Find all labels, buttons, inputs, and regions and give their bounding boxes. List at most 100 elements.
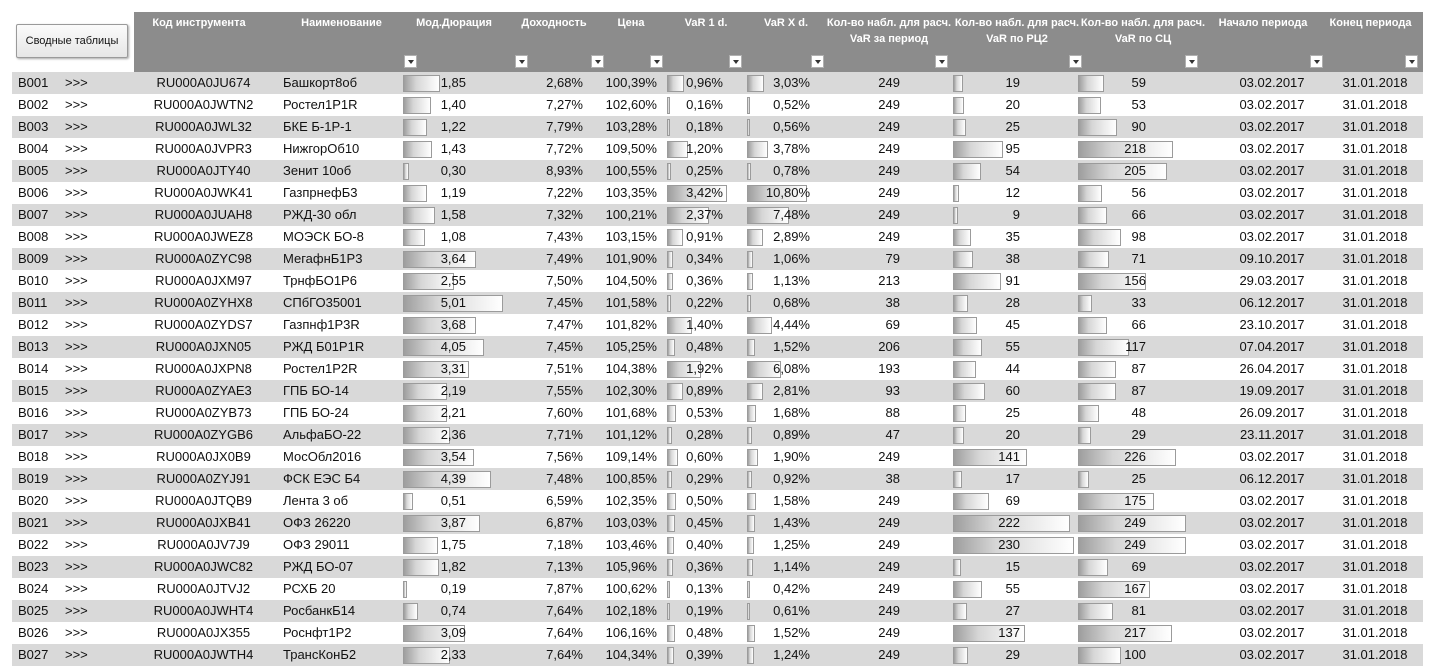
filter-dropdown-icon[interactable] <box>591 55 604 68</box>
instrument-id: B023 <box>18 559 49 574</box>
header-yield: Доходность <box>504 12 604 72</box>
table-row: B023 >>> RU000A0JWC82 РЖД БО-07 1,82 7,13% 105… <box>12 556 1423 578</box>
open-link[interactable]: >>> <box>65 383 88 398</box>
instrument-code: RU000A0JXB41 <box>156 515 251 530</box>
header-name-label: Наименование <box>301 17 382 29</box>
obs-sc-bar <box>1078 383 1116 400</box>
period-start-value: 03.02.2017 <box>1239 515 1305 530</box>
var-1d-bar <box>667 405 676 422</box>
filter-dropdown-icon[interactable] <box>1185 55 1198 68</box>
instrument-name: ГПБ БО-14 <box>283 383 349 398</box>
instrument-name: РЖД Б01Р1R <box>283 339 365 354</box>
filter-dropdown-icon[interactable] <box>650 55 663 68</box>
var-xd-bar <box>747 493 756 510</box>
open-link[interactable]: >>> <box>65 559 88 574</box>
obs-rc2-value: 95 <box>1005 141 1020 156</box>
obs-sc-bar <box>1078 625 1172 642</box>
var-xd-value: 0,89% <box>773 427 810 442</box>
instrument-code: RU000A0ZYHX8 <box>154 295 253 310</box>
var-1d-bar <box>667 537 674 554</box>
obs-sc-bar <box>1078 339 1129 356</box>
obs-period-value: 38 <box>885 471 900 486</box>
obs-rc2-bar <box>953 141 1003 158</box>
obs-sc-value: 218 <box>1124 141 1146 156</box>
filter-dropdown-icon[interactable] <box>515 55 528 68</box>
period-end-value: 31.01.2018 <box>1342 449 1408 464</box>
filter-dropdown-icon[interactable] <box>811 55 824 68</box>
instrument-id: B018 <box>18 449 49 464</box>
obs-period-value: 69 <box>885 317 900 332</box>
table-row: B005 >>> RU000A0JTY40 Зенит 10об 0,30 8,93% 10… <box>12 160 1423 182</box>
open-link[interactable]: >>> <box>65 515 88 530</box>
open-link[interactable]: >>> <box>65 295 88 310</box>
open-link[interactable]: >>> <box>65 97 88 112</box>
instrument-code: RU000A0JWTN2 <box>153 97 254 112</box>
price-value: 102,60% <box>605 97 657 112</box>
period-end-value: 31.01.2018 <box>1342 141 1408 156</box>
open-link[interactable]: >>> <box>65 119 88 134</box>
var-xd-value: 0,42% <box>773 581 810 596</box>
var-xd-value: 3,03% <box>773 75 810 90</box>
open-link[interactable]: >>> <box>65 229 88 244</box>
var-xd-bar <box>747 317 772 334</box>
yield-value: 7,87% <box>546 581 583 596</box>
obs-sc-bar <box>1078 427 1091 444</box>
obs-sc-bar <box>1078 295 1092 312</box>
price-value: 106,16% <box>605 625 657 640</box>
open-link[interactable]: >>> <box>65 251 88 266</box>
yield-value: 2,68% <box>546 75 583 90</box>
open-link[interactable]: >>> <box>65 427 88 442</box>
obs-sc-bar <box>1078 251 1109 268</box>
open-link[interactable]: >>> <box>65 141 88 156</box>
filter-dropdown-icon[interactable] <box>1310 55 1323 68</box>
header-yield-label: Доходность <box>521 17 587 29</box>
instrument-id: B008 <box>18 229 49 244</box>
yield-value: 7,32% <box>546 207 583 222</box>
instrument-id: B013 <box>18 339 49 354</box>
period-start-value: 03.02.2017 <box>1239 185 1305 200</box>
filter-dropdown-icon[interactable] <box>1069 55 1082 68</box>
var-xd-bar <box>747 427 752 444</box>
yield-value: 7,72% <box>546 141 583 156</box>
var-xd-bar <box>747 361 781 378</box>
var-1d-bar <box>667 449 678 466</box>
open-link[interactable]: >>> <box>65 339 88 354</box>
open-link[interactable]: >>> <box>65 273 88 288</box>
open-link[interactable]: >>> <box>65 537 88 552</box>
var-1d-bar <box>667 493 676 510</box>
open-link[interactable]: >>> <box>65 581 88 596</box>
open-link[interactable]: >>> <box>65 185 88 200</box>
instrument-id: B016 <box>18 405 49 420</box>
var-xd-bar <box>747 339 755 356</box>
instrument-id: B025 <box>18 603 49 618</box>
open-link[interactable]: >>> <box>65 75 88 90</box>
duration-bar <box>403 119 427 136</box>
open-link[interactable]: >>> <box>65 207 88 222</box>
open-link[interactable]: >>> <box>65 625 88 640</box>
mod-duration-value: 0,19 <box>440 581 466 596</box>
period-end-value: 31.01.2018 <box>1342 97 1408 112</box>
open-link[interactable]: >>> <box>65 317 88 332</box>
instrument-name: Ростел1Р1R <box>283 97 358 112</box>
filter-dropdown-icon[interactable] <box>1405 55 1418 68</box>
open-link[interactable]: >>> <box>65 449 88 464</box>
duration-bar <box>403 493 413 510</box>
instrument-code: RU000A0JTY40 <box>156 163 251 178</box>
filter-dropdown-icon[interactable] <box>404 55 417 68</box>
var-1d-value: 0,89% <box>686 383 723 398</box>
var-xd-value: 0,68% <box>773 295 810 310</box>
open-link[interactable]: >>> <box>65 163 88 178</box>
price-value: 103,46% <box>605 537 657 552</box>
filter-dropdown-icon[interactable] <box>729 55 742 68</box>
pivot-tables-button[interactable]: Сводные таблицы <box>16 24 128 58</box>
open-link[interactable]: >>> <box>65 405 88 420</box>
open-link[interactable]: >>> <box>65 471 88 486</box>
open-link[interactable]: >>> <box>65 603 88 618</box>
obs-rc2-bar <box>953 603 967 620</box>
obs-sc-value: 167 <box>1124 581 1146 596</box>
open-link[interactable]: >>> <box>65 493 88 508</box>
instrument-id: B026 <box>18 625 49 640</box>
header-code-label: Код инструмента <box>152 17 246 29</box>
filter-dropdown-icon[interactable] <box>935 55 948 68</box>
open-link[interactable]: >>> <box>65 361 88 376</box>
